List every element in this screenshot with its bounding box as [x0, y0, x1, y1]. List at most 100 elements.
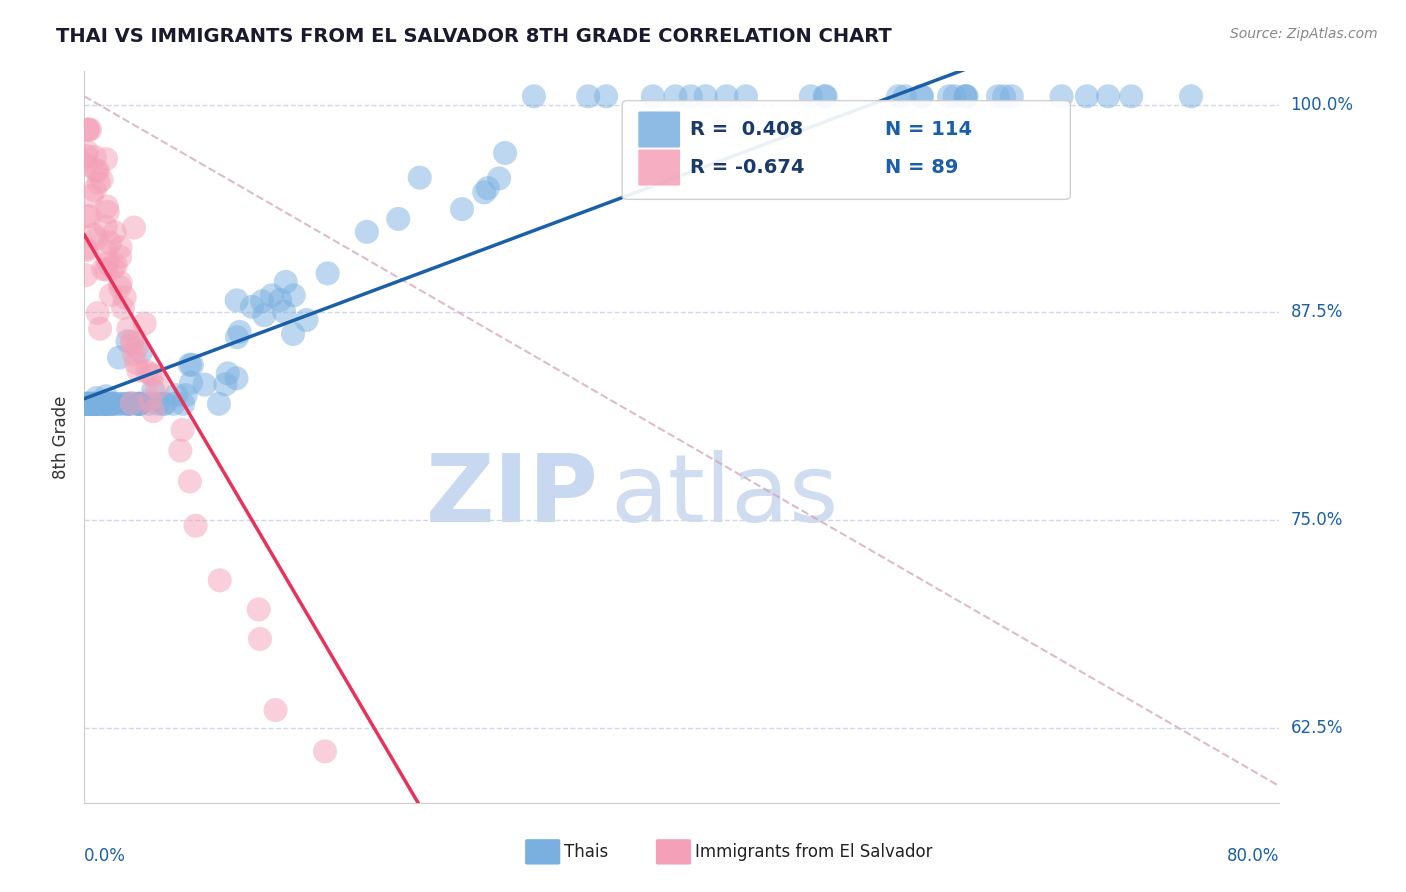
Point	[114, 397, 136, 411]
Point	[337, 863, 360, 877]
Text: Source: ZipAtlas.com: Source: ZipAtlas.com	[1230, 27, 1378, 41]
Point	[146, 381, 169, 395]
Point	[128, 397, 150, 411]
Point	[121, 336, 143, 351]
Point	[955, 89, 977, 103]
Point	[344, 863, 367, 877]
Point	[117, 322, 139, 336]
Point	[104, 225, 127, 239]
Point	[1001, 89, 1024, 103]
Point	[695, 89, 717, 103]
Point	[887, 89, 910, 103]
Point	[225, 371, 247, 385]
Point	[179, 358, 201, 372]
Point	[86, 163, 108, 178]
Point	[226, 330, 249, 344]
Point	[260, 288, 283, 302]
Point	[91, 397, 114, 411]
Point	[86, 397, 108, 411]
Point	[76, 397, 98, 411]
Point	[387, 211, 409, 226]
Point	[97, 397, 120, 411]
Point	[75, 397, 97, 411]
Point	[96, 200, 118, 214]
Point	[494, 146, 516, 161]
Text: Thais: Thais	[564, 843, 607, 861]
FancyBboxPatch shape	[623, 101, 1070, 200]
Point	[104, 258, 127, 272]
Point	[1180, 89, 1202, 103]
Point	[114, 290, 136, 304]
Point	[451, 202, 474, 216]
Point	[97, 205, 120, 219]
Point	[94, 244, 117, 258]
Point	[108, 351, 131, 365]
Point	[86, 306, 108, 320]
Point	[910, 89, 932, 103]
Point	[94, 219, 117, 234]
Point	[79, 397, 101, 411]
Point	[125, 340, 148, 354]
Point	[127, 397, 149, 411]
Point	[1076, 89, 1098, 103]
Point	[142, 368, 165, 383]
Point	[127, 363, 149, 377]
Point	[366, 863, 388, 877]
Point	[86, 391, 108, 405]
Point	[214, 377, 236, 392]
Point	[76, 122, 98, 136]
Point	[96, 262, 118, 277]
Text: 87.5%: 87.5%	[1291, 303, 1343, 321]
Point	[77, 397, 100, 411]
Point	[486, 863, 509, 877]
Point	[225, 293, 247, 308]
Point	[153, 397, 176, 411]
Point	[139, 367, 162, 381]
Point	[94, 397, 117, 411]
Point	[264, 703, 287, 717]
Point	[283, 288, 305, 302]
Point	[83, 227, 105, 242]
Point	[108, 250, 131, 264]
Point	[316, 266, 339, 280]
Point	[356, 225, 378, 239]
Point	[993, 89, 1015, 103]
Point	[100, 397, 122, 411]
Point	[1050, 89, 1073, 103]
Point	[576, 89, 599, 103]
Text: atlas: atlas	[610, 450, 838, 541]
Point	[94, 389, 117, 403]
Point	[409, 170, 432, 185]
Point	[76, 244, 98, 258]
Point	[79, 122, 101, 136]
Point	[405, 863, 427, 877]
Point	[240, 300, 263, 314]
Point	[128, 397, 150, 411]
Point	[110, 276, 132, 290]
Point	[75, 158, 97, 172]
Point	[146, 397, 169, 411]
Point	[174, 388, 197, 402]
Point	[565, 863, 588, 877]
Point	[87, 397, 110, 411]
Point	[86, 397, 108, 411]
Point	[125, 356, 148, 370]
Point	[77, 122, 100, 136]
Point	[139, 393, 162, 408]
Point	[134, 317, 156, 331]
Text: Immigrants from El Salvador: Immigrants from El Salvador	[695, 843, 932, 861]
Point	[446, 863, 468, 877]
Point	[83, 150, 105, 164]
Text: ZIP: ZIP	[426, 450, 599, 541]
Point	[523, 89, 546, 103]
Point	[249, 632, 271, 646]
Point	[437, 863, 460, 877]
Text: THAI VS IMMIGRANTS FROM EL SALVADOR 8TH GRADE CORRELATION CHART: THAI VS IMMIGRANTS FROM EL SALVADOR 8TH …	[56, 27, 891, 45]
Point	[281, 326, 304, 341]
Point	[253, 308, 276, 322]
Point	[169, 443, 191, 458]
Point	[122, 347, 145, 361]
Point	[617, 863, 640, 877]
Point	[96, 397, 118, 411]
Point	[121, 397, 143, 411]
